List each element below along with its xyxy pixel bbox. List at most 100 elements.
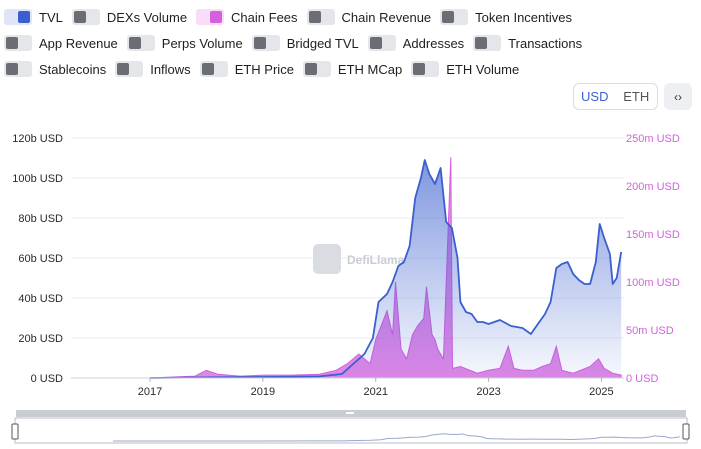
toggle-addresses[interactable]: Addresses [367,35,465,51]
toggle-knob [369,37,382,49]
toggle-stablecoins[interactable]: Stablecoins [4,61,106,77]
brush-preview-line [113,433,680,442]
y-left-tick-label: 20b USD [18,333,63,345]
toggle-knob [413,63,426,75]
toggle-switch[interactable] [367,35,396,51]
toggle-knob [442,11,455,23]
toggle-switch[interactable] [199,61,228,77]
toggle-knob [18,11,30,23]
series-area-tvl [150,160,622,378]
x-tick-label: 2019 [251,386,275,398]
toggle-bridged-tvl[interactable]: Bridged TVL [251,35,359,51]
toggle-label: Token Incentives [475,9,572,25]
x-tick-label: 2017 [138,386,162,398]
x-tick-label: 2021 [363,386,387,398]
toggle-switch[interactable] [4,35,32,51]
toggle-dexs-volume[interactable]: DEXs Volume [71,9,187,25]
y-right-tick-label: 200m USD [626,181,680,193]
toggle-switch[interactable] [473,35,502,51]
toggle-label: Inflows [150,61,191,77]
toggle-knob [128,37,141,49]
toggle-perps-volume[interactable]: Perps Volume [126,35,243,51]
toggle-label: App Revenue [39,35,118,51]
toggle-knob [117,63,130,75]
toggle-label: TVL [39,9,63,25]
y-right-tick-label: 150m USD [626,229,680,241]
toggle-knob [201,63,214,75]
llama-logo-icon [313,244,341,274]
brush-grip-icon [346,412,354,414]
y-axis-left: 0 USD 20b USD 40b USD 60b USD 80b USD 100b US… [12,133,63,385]
toggle-inflows[interactable]: Inflows [115,61,191,77]
toggle-tvl[interactable]: TVL [4,9,63,25]
toggle-chain-revenue[interactable]: Chain Revenue [306,9,432,25]
toggle-label: ETH MCap [337,61,403,77]
toggle-eth-volume[interactable]: ETH Volume [411,61,519,77]
toggle-row: Stablecoins Inflows ETH Price ETH MCap ETH V… [4,56,694,82]
toggle-row: TVL DEXs Volume Chain Fees Chain Revenue Tok… [4,4,694,30]
toggle-knob [253,37,266,49]
brush-handle-right[interactable] [682,423,690,440]
toggle-switch[interactable] [115,61,144,77]
toggle-knob [6,37,18,49]
toggle-switch[interactable] [411,61,440,77]
y-right-tick-label: 100m USD [626,277,680,289]
toggle-label: ETH Volume [446,61,520,77]
watermark: DefiLlama [313,244,405,274]
y-right-tick-label: 50m USD [626,325,674,337]
toggle-eth-price[interactable]: ETH Price [199,61,294,77]
toggle-knob [475,37,488,49]
toggle-knob [210,11,223,23]
x-axis: 2017 2019 2021 2023 2025 [71,377,624,398]
toggle-switch[interactable] [306,9,335,25]
y-axis-right: 0 USD 50m USD 100m USD 150m USD 200m USD 250m… [626,133,680,385]
toggle-label: Chain Revenue [341,9,432,25]
toggle-switch[interactable] [4,9,32,25]
toggle-transactions[interactable]: Transactions [473,35,582,51]
y-right-tick-label: 0 USD [626,373,658,385]
y-left-tick-label: 80b USD [18,213,63,225]
toggle-row: App Revenue Perps Volume Bridged TVL Addres… [4,30,694,56]
x-tick-label: 2023 [476,386,500,398]
toggle-knob [6,63,18,75]
toggle-knob [308,11,321,23]
x-tick-label: 2025 [589,386,613,398]
toggle-token-incentives[interactable]: Token Incentives [440,9,572,25]
toggle-switch[interactable] [440,9,469,25]
toggle-knob [73,11,86,23]
series-layer [149,157,623,379]
toggle-switch[interactable] [126,35,155,51]
y-left-tick-label: 40b USD [18,293,63,305]
toggle-label: Transactions [508,35,583,51]
toggle-app-revenue[interactable]: App Revenue [4,35,118,51]
toggle-label: Stablecoins [39,61,107,77]
brush-handle-left[interactable] [11,423,19,440]
y-left-tick-label: 100b USD [12,173,63,185]
toggle-label: Perps Volume [161,35,243,51]
currency-option-eth[interactable]: ETH [623,89,650,104]
toggle-eth-mcap[interactable]: ETH MCap [302,61,403,77]
y-left-tick-label: 60b USD [18,253,63,265]
range-brush[interactable] [11,410,690,444]
watermark-text: DefiLlama [347,253,405,267]
toggle-switch[interactable] [196,9,225,25]
series-line-tvl [149,159,623,379]
toggle-switch[interactable] [4,61,32,77]
toggle-switch[interactable] [251,35,280,51]
toggle-label: Chain Fees [231,9,298,25]
currency-option-usd[interactable]: USD [581,89,609,104]
toggle-knob [304,63,317,75]
toggle-label: Bridged TVL [286,35,359,51]
embed-code-button[interactable]: ‹› [664,83,692,110]
currency-switch: USD ETH [573,83,658,110]
toggle-label: Addresses [402,35,465,51]
y-right-tick-label: 250m USD [626,133,680,145]
brush-window[interactable] [14,417,688,444]
y-left-tick-label: 0 USD [31,373,63,385]
toggle-switch[interactable] [71,9,100,25]
toggle-switch[interactable] [302,61,331,77]
toggle-chain-fees[interactable]: Chain Fees [196,9,298,25]
series-toggles: TVL DEXs Volume Chain Fees Chain Revenue Tok… [4,4,694,82]
y-left-tick-label: 120b USD [12,133,63,145]
